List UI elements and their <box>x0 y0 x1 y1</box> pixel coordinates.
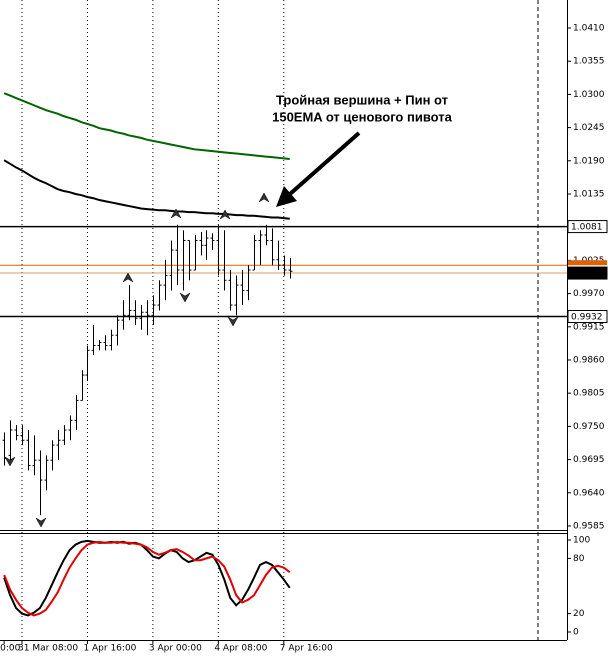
y-tick-label: 0.9915 <box>573 322 605 332</box>
y-tick-label: 1.0135 <box>573 189 605 199</box>
y-tick-label: 0.9695 <box>573 455 605 465</box>
x-tick-label: 1 Apr 16:00 <box>83 644 136 654</box>
stoch-tick-label: 100 <box>573 535 590 545</box>
stochastic-line <box>3 540 291 617</box>
y-tick-label: 1.0245 <box>573 123 605 133</box>
y-tick-label: 1.0355 <box>573 57 605 67</box>
y-tick-label: 1.0410 <box>573 24 605 34</box>
x-tick-label: 3 Apr 00:00 <box>149 644 202 654</box>
x-tick-label: 4 Apr 08:00 <box>214 644 267 654</box>
level-label: 0.9932 <box>571 313 603 323</box>
fractal-up <box>170 208 182 219</box>
y-tick-label: 0.9585 <box>573 521 605 531</box>
annotation-line: Тройная вершина + Пин от <box>276 92 448 107</box>
y-tick-label: 0.9805 <box>573 389 605 399</box>
fractal-up <box>219 209 231 220</box>
x-tick-label: 7 Apr 16:00 <box>280 644 333 654</box>
level-label: 1.0081 <box>571 223 603 233</box>
fractal-down <box>179 292 191 303</box>
marks <box>0 0 567 640</box>
fractal-down <box>35 517 47 528</box>
annotation-line: 150EMA от ценового пивота <box>272 109 453 124</box>
moving-average <box>3 92 290 160</box>
fractal-down <box>4 456 16 467</box>
fractal-up <box>122 272 134 283</box>
fractal-up <box>258 192 270 203</box>
level-label-box <box>567 220 608 234</box>
fractal-markers <box>4 192 270 528</box>
y-tick-label: 1.0300 <box>573 90 605 100</box>
y-tick-label: 0.9750 <box>573 422 605 432</box>
stoch-tick-label: 0 <box>573 627 579 637</box>
x-tick-label: 31 Mar 08:00 <box>18 644 78 654</box>
y-tick-label: 0.9970 <box>573 289 605 299</box>
level-label-box <box>567 266 608 280</box>
y-tick-label: 1.0190 <box>573 156 605 166</box>
ask-label-box <box>568 260 607 266</box>
moving-average <box>3 159 290 220</box>
y-tick-label: 0.9860 <box>573 355 605 365</box>
fractal-down <box>227 316 239 327</box>
x-tick-label: 0:00 <box>0 644 20 654</box>
level-label: 1.0004 <box>571 269 603 279</box>
stoch-tick-label: 80 <box>573 554 585 564</box>
annotation-arrow <box>288 131 361 196</box>
level-label-box <box>567 310 608 324</box>
stochastic-line <box>3 539 291 617</box>
stoch-tick-label: 20 <box>573 609 585 619</box>
y-tick-label: 0.9640 <box>573 488 605 498</box>
annotation-arrowhead <box>276 186 297 207</box>
